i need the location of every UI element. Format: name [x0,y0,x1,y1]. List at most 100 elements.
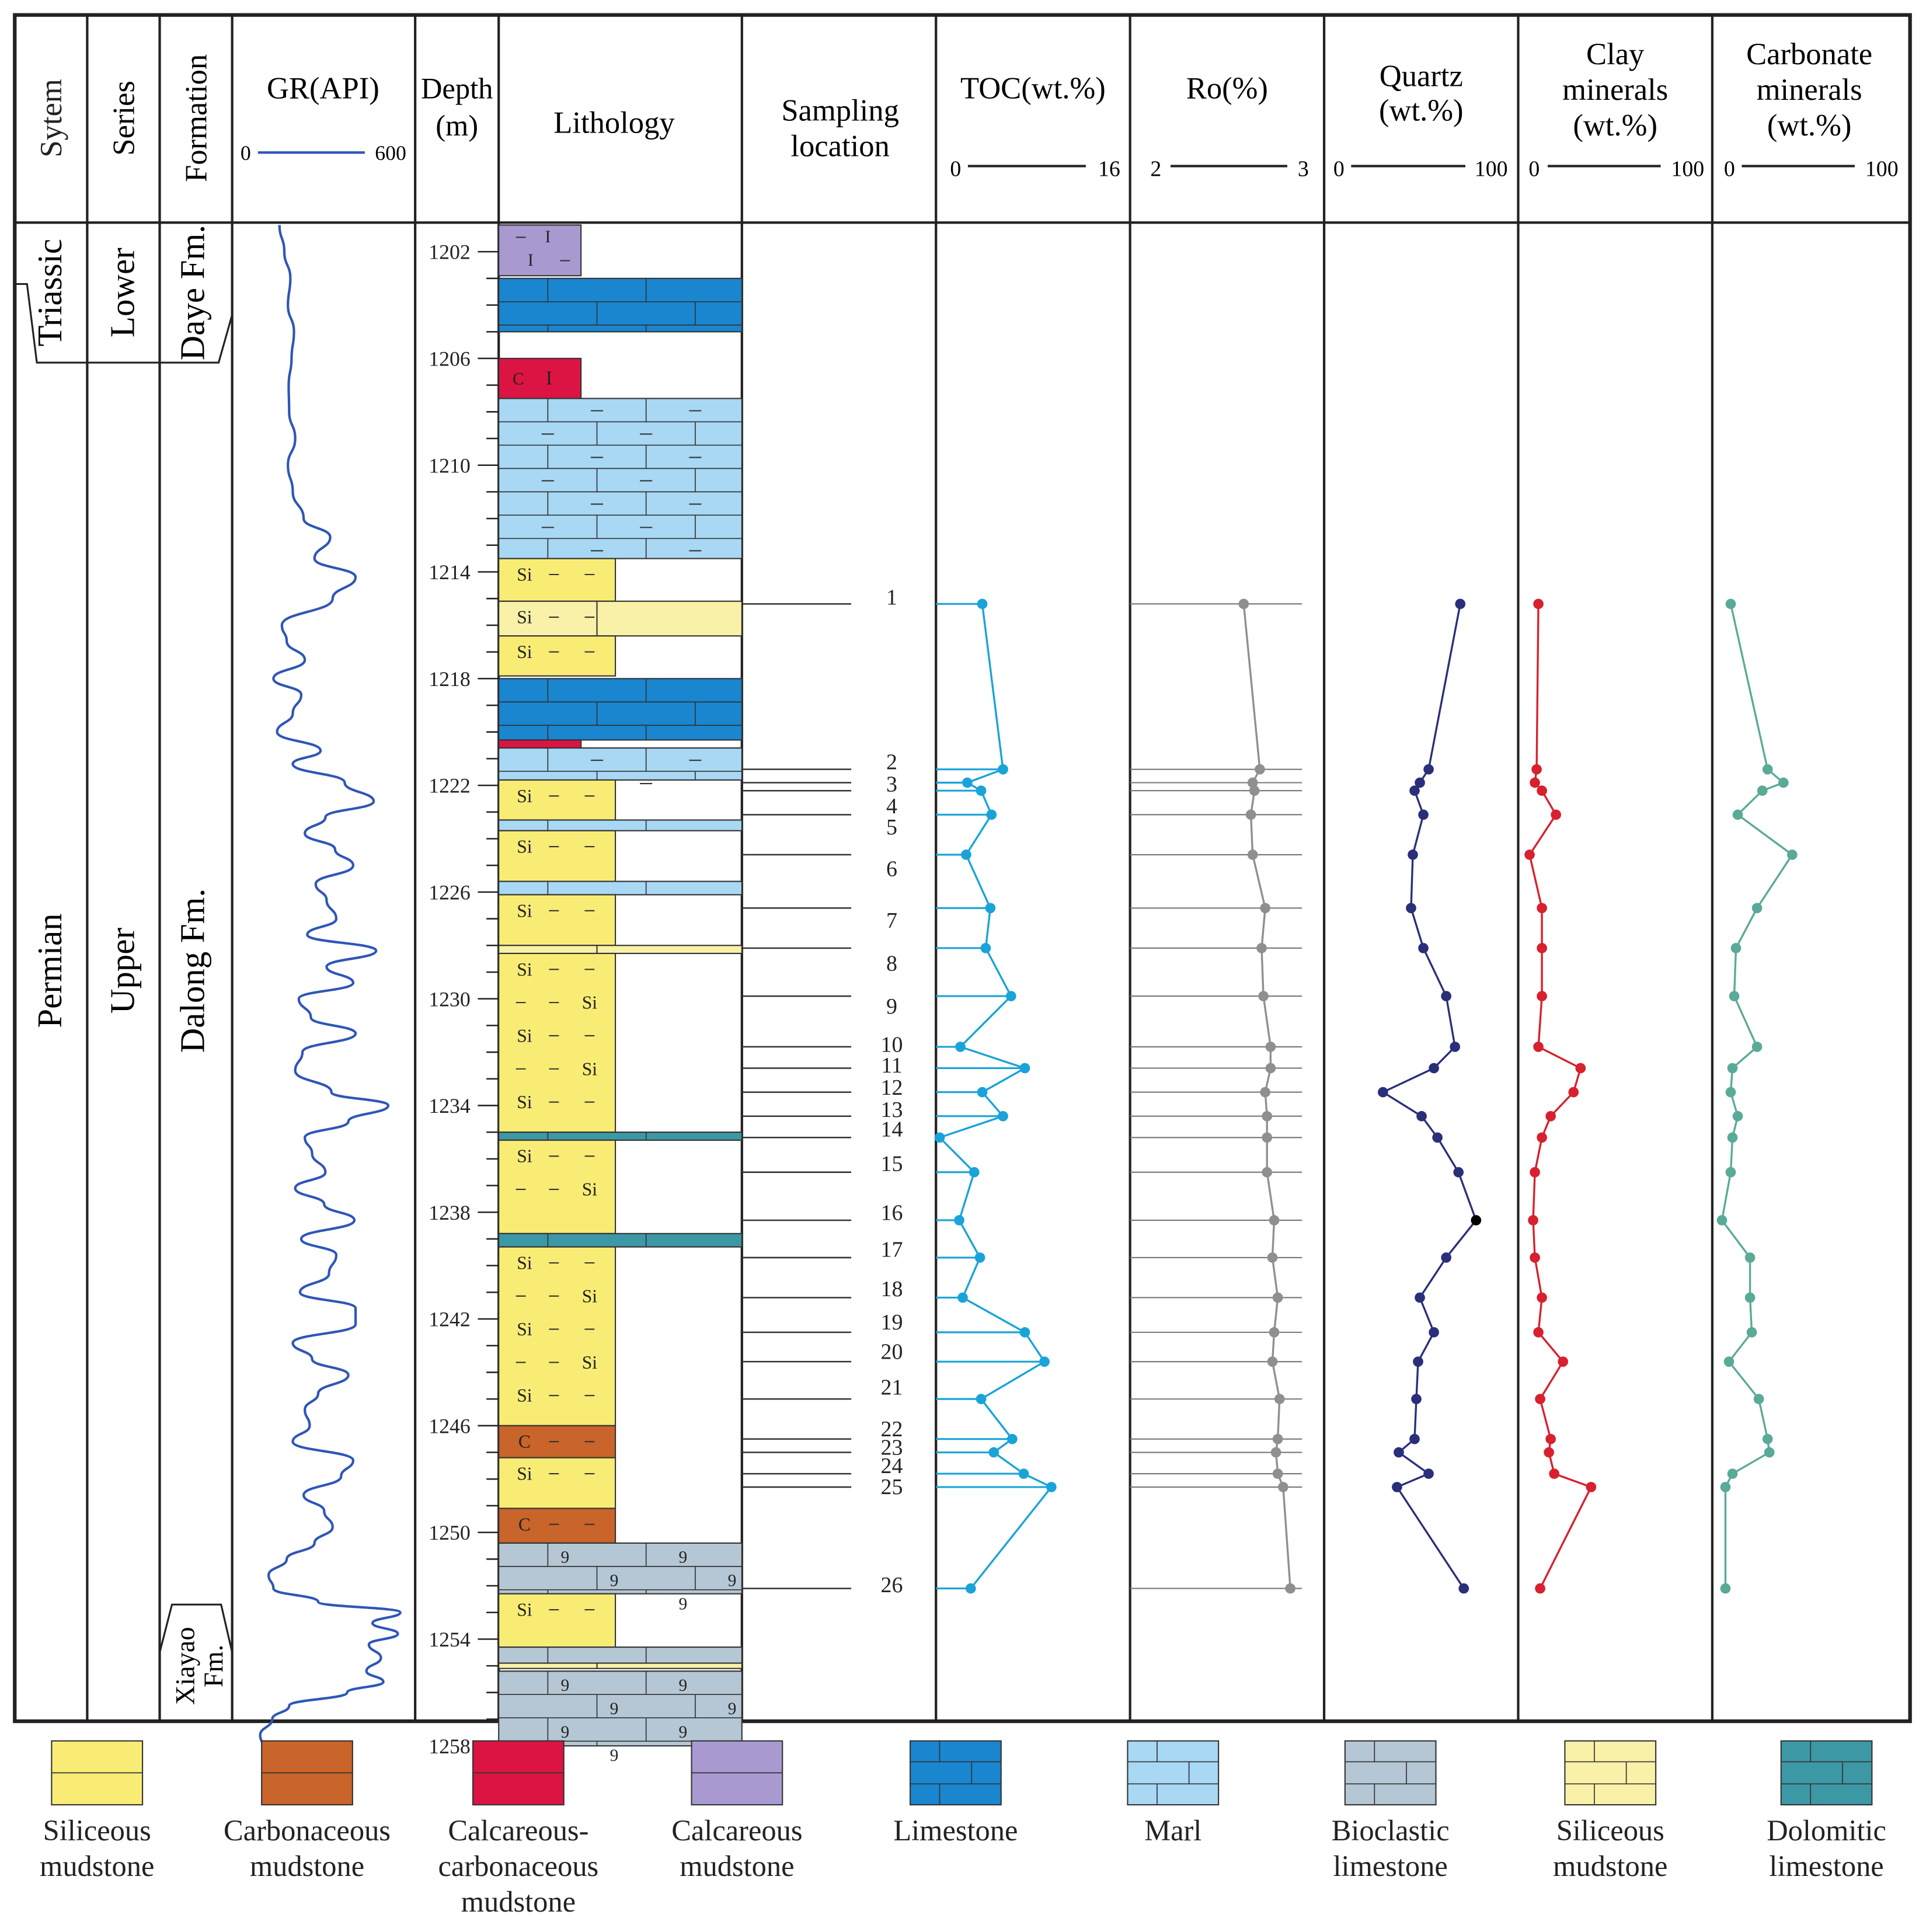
frame [13,13,1912,1724]
legend-label-line1: Calcareous- [448,1814,588,1847]
clay-series [1524,598,1597,1594]
ro-point [1267,1356,1278,1367]
toc-point [934,1132,945,1143]
clay-point [1533,1042,1544,1052]
quartz-point [1378,1087,1388,1098]
clay-point [1531,764,1542,775]
si-label: Si [517,1092,532,1112]
si-label: Si [517,1464,532,1484]
bed-fill [498,398,743,559]
toc-point [1005,991,1016,1001]
si-label: Si [582,1352,598,1373]
quartz-point [1423,1468,1434,1479]
sampling-layer: 1234567891011121314151617181920212223242… [741,586,1302,1597]
quartz-point [1409,1433,1420,1444]
legend-label-line2: limestone [1769,1850,1883,1882]
lithology-bed: Si [498,600,743,637]
legend-item-marl: Marl [1127,1740,1220,1847]
quartz-point [1416,1111,1427,1122]
carbonate-point [1751,1042,1763,1052]
toc-point [977,1087,988,1098]
quartz-point [1453,1167,1464,1178]
ro-line [1242,604,1291,1589]
c-label: C [513,370,524,389]
bed-fill [498,1132,743,1141]
carbonate-point [1723,1356,1735,1367]
carbonate-point [1744,1292,1756,1303]
gr-curve [259,225,402,1746]
toc-point [955,1042,966,1052]
bed-fill [498,1457,617,1509]
toc-point [961,850,971,860]
clay-point [1537,1292,1547,1303]
legend-label-line1: Siliceous [43,1814,151,1847]
quartz-point [1471,1215,1482,1226]
bed-fill [498,1139,617,1234]
bed-fill [498,739,582,749]
depth-tick-label: 1234 [429,1094,471,1118]
lithology-bed [498,1662,743,1669]
clay-axis-max: 100 [1671,156,1704,181]
bed-fill [498,224,582,277]
quartz-point [1441,991,1451,1001]
bio-glyph: 9 [678,1723,687,1742]
clay-point [1535,1394,1545,1404]
carbonate-line [1720,603,1794,1589]
clay-point [1524,850,1535,860]
carbonate-point [1757,785,1768,796]
toc-point [976,785,987,796]
quartz-point [1429,1063,1439,1074]
quartz-point [1455,598,1466,610]
quartz-point [1450,1042,1461,1052]
toc-point [980,942,991,953]
clay-point [1537,1132,1547,1143]
legend-label-line1: Marl [1144,1814,1201,1847]
header-ro: Ro(%) [1186,72,1268,106]
bed-fill [498,1246,617,1426]
legend-swatch [1564,1740,1657,1806]
lithology-bed [498,1646,743,1664]
ro-point [1269,1327,1280,1338]
clay-point [1537,903,1547,914]
ro-point [1247,850,1258,860]
toc-point [998,764,1008,775]
clay-point [1586,1482,1597,1492]
toc-point [969,1167,980,1178]
quartz-axis-max: 100 [1475,156,1508,181]
bio-glyph: 9 [610,1572,619,1590]
header-depth-1: Depth [421,72,493,105]
i-glyph: I [545,228,551,246]
lithology-bed: Si [498,830,617,882]
header-formation: Formation [179,54,213,182]
sample-number: 13 [881,1098,903,1122]
quartz-point [1411,1394,1422,1404]
geochem-curves [934,598,1798,1594]
si-label: Si [582,1059,598,1079]
depth-tick-label: 1246 [429,1414,471,1437]
sample-number: 25 [881,1475,903,1499]
system-triassic: Triassic [31,239,69,346]
ro-point [1274,1394,1285,1404]
bed-fill [498,952,617,1133]
header-carb-3: (wt.%) [1767,109,1852,142]
clay-point [1533,598,1544,610]
bed-fill [498,880,743,896]
carbonate-point [1725,1087,1736,1098]
toc-point [954,1215,964,1226]
legend-item-lime: Limestone [893,1740,1018,1847]
bio-glyph: 9 [678,1595,687,1614]
sample-number: 26 [881,1573,903,1597]
legend-swatch [1780,1740,1873,1806]
bed-fill [498,635,617,677]
quartz-point [1418,809,1429,820]
ro-axis-max: 3 [1298,156,1309,181]
carbonate-point [1732,1111,1743,1122]
ro-point [1285,1583,1295,1594]
formation-xiayao-2: Fm. [199,1645,229,1687]
toc-axis-max: 16 [1098,156,1120,181]
si-label: Si [517,1386,532,1406]
si-label: Si [517,1319,532,1339]
clay-point [1535,1583,1545,1594]
